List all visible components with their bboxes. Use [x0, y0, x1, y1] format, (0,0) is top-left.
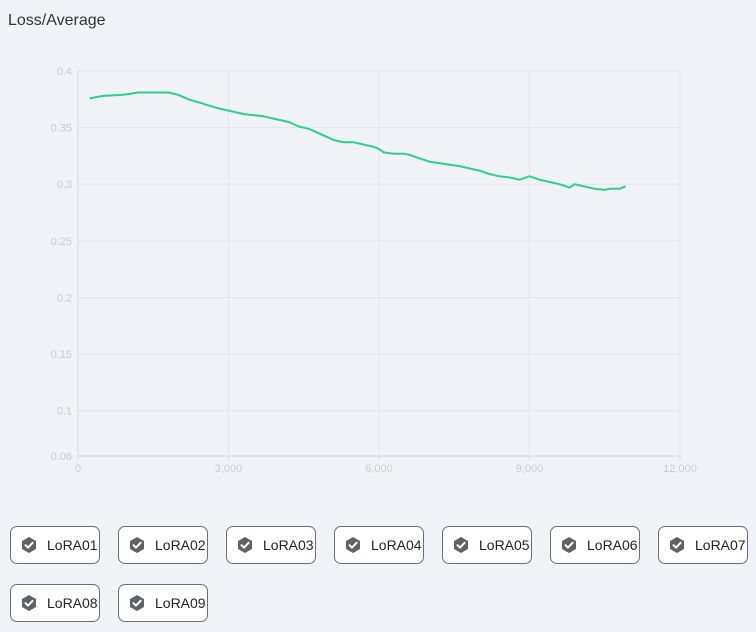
lora-tag-label: LoRA07 [695, 537, 746, 553]
y-tick-label: 0.2 [57, 292, 72, 304]
x-tick-label: 3,000 [215, 463, 243, 475]
loss-average-chart: 0.4 0.35 0.3 0.25 0.2 0.15 0.1 0.060 3,000 6,000 9… [51, 66, 697, 475]
y-tick-label: 0.06 [51, 451, 72, 463]
y-tick-label: 0.4 [57, 66, 72, 78]
check-shield-icon [560, 536, 578, 554]
lora-tag-label: LoRA06 [587, 537, 638, 553]
check-shield-icon [668, 536, 686, 554]
lora-tag-lora01[interactable]: LoRA01 [10, 526, 100, 564]
check-shield-icon [452, 536, 470, 554]
lora-tag-label: LoRA05 [479, 537, 530, 553]
lora-tag-lora05[interactable]: LoRA05 [442, 526, 532, 564]
check-shield-icon [20, 536, 38, 554]
lora-tag-label: LoRA01 [47, 537, 98, 553]
check-shield-icon [128, 536, 146, 554]
lora-tag-lora09[interactable]: LoRA09 [118, 584, 208, 622]
lora-tag-lora07[interactable]: LoRA07 [658, 526, 748, 564]
loss-series-line [89, 91, 626, 191]
x-tick-label: 12,000 [663, 463, 697, 475]
lora-tag-label: LoRA03 [263, 537, 314, 553]
x-tick-label: 0 [75, 463, 81, 475]
lora-tag-lora06[interactable]: LoRA06 [550, 526, 640, 564]
y-tick-label: 0.1 [57, 406, 72, 418]
lora-tag-label: LoRA08 [47, 595, 98, 611]
y-tick-label: 0.15 [51, 349, 72, 361]
lora-tag-label: LoRA02 [155, 537, 206, 553]
y-tick-label: 0.35 [51, 123, 72, 135]
lora-tag-label: LoRA04 [371, 537, 422, 553]
check-shield-icon [128, 594, 146, 612]
lora-tag-lora02[interactable]: LoRA02 [118, 526, 208, 564]
lora-tag-label: LoRA09 [155, 595, 206, 611]
lora-tag-lora04[interactable]: LoRA04 [334, 526, 424, 564]
lora-tag-lora08[interactable]: LoRA08 [10, 584, 100, 622]
check-shield-icon [20, 594, 38, 612]
check-shield-icon [236, 536, 254, 554]
x-tick-label: 9,000 [516, 463, 544, 475]
y-tick-label: 0.25 [51, 236, 72, 248]
check-shield-icon [344, 536, 362, 554]
x-tick-label: 6,000 [365, 463, 393, 475]
y-tick-label: 0.3 [57, 179, 72, 191]
lora-tag-lora03[interactable]: LoRA03 [226, 526, 316, 564]
chart-title: Loss/Average [8, 12, 106, 29]
